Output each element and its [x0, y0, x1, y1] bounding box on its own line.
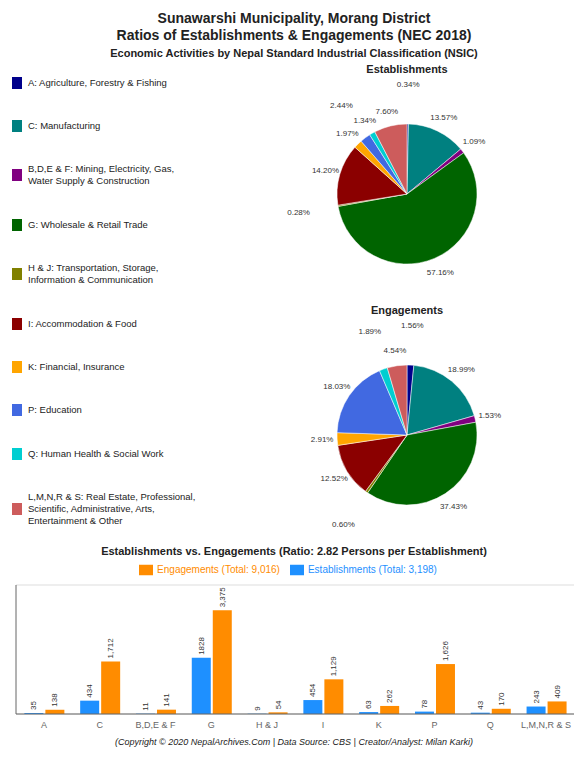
html-text:(Copyright © 2020 NepalArchive: (Copyright © 2020 NepalArchives.Com | Da… [115, 737, 473, 747]
html-text:L,M,N,R & S: Real Estate, Prof: L,M,N,R & S: Real Estate, Professional, [28, 491, 196, 503]
html-text:Scientific, Administrative, Ar: Scientific, Administrative, Arts, [28, 503, 155, 515]
svg-text:I: I [322, 720, 325, 730]
html-text:Entertainment & Other: Entertainment & Other [28, 515, 123, 527]
svg-text:1828: 1828 [197, 637, 206, 655]
svg-text:35: 35 [29, 700, 38, 709]
svg-text:2.91%: 2.91% [311, 435, 334, 444]
svg-text:262: 262 [385, 689, 394, 703]
html-text:I: Accommodation & Food: I: Accommodation & Food [28, 317, 137, 329]
html-text:Information & Communication: Information & Communication [28, 274, 154, 286]
svg-text:37.43%: 37.43% [440, 502, 467, 511]
svg-text:K: K [376, 720, 382, 730]
svg-text:170: 170 [497, 692, 506, 706]
svg-text:9: 9 [253, 706, 262, 711]
svg-text:409: 409 [553, 685, 562, 699]
svg-text:1.97%: 1.97% [336, 129, 359, 138]
html-text:Water Supply & Construction: Water Supply & Construction [28, 175, 150, 187]
svg-text:L,M,N,R & S: L,M,N,R & S [521, 720, 571, 730]
svg-text:14.20%: 14.20% [312, 166, 339, 175]
html-text:Engagements: Engagements [370, 304, 444, 316]
svg-text:H & J: H & J [256, 720, 278, 730]
html-text:Sunawarshi Municipality, Moran: Sunawarshi Municipality, Morang District [157, 10, 431, 26]
svg-text:1,129: 1,129 [329, 656, 338, 677]
html-text:H & J: Transportation, Storage: H & J: Transportation, Storage, [28, 262, 159, 274]
svg-text:0.34%: 0.34% [397, 80, 420, 89]
html-text:Ratios of Establishments & Eng: Ratios of Establishments & Engagements (… [116, 27, 472, 43]
html-text:P: Education: P: Education [28, 404, 82, 416]
html-text:Economic Activities by Nepal S: Economic Activities by Nepal Standard In… [110, 47, 478, 59]
html-text:A: Agriculture, Forestry & Fis: A: Agriculture, Forestry & Fishing [28, 76, 167, 88]
html-text:Engagements (Total: 9,016): Engagements (Total: 9,016) [157, 563, 280, 575]
svg-text:138: 138 [50, 693, 59, 707]
svg-text:18.03%: 18.03% [323, 382, 350, 391]
svg-text:1.89%: 1.89% [358, 327, 381, 336]
svg-text:3,375: 3,375 [218, 587, 227, 608]
svg-text:B,D,E & F: B,D,E & F [135, 720, 176, 730]
svg-text:434: 434 [85, 684, 94, 698]
html-text:K: Financial, Insurance: K: Financial, Insurance [28, 361, 125, 372]
svg-text:454: 454 [308, 683, 317, 697]
html-text:C: Manufacturing: C: Manufacturing [28, 120, 101, 132]
svg-text:1,712: 1,712 [106, 638, 115, 659]
svg-text:7.60%: 7.60% [376, 107, 399, 116]
html-text:Establishments: Establishments [366, 63, 448, 75]
svg-text:12.52%: 12.52% [321, 474, 348, 483]
svg-text:63: 63 [364, 700, 373, 709]
svg-text:Q: Q [487, 720, 494, 730]
svg-text:P: P [431, 720, 437, 730]
html-text:Establishments (Total: 3,198): Establishments (Total: 3,198) [308, 563, 437, 575]
html-text:Q: Human Health & Social Work: Q: Human Health & Social Work [28, 447, 164, 459]
svg-text:1,626: 1,626 [441, 640, 450, 661]
svg-text:18.99%: 18.99% [448, 365, 475, 374]
svg-text:2.44%: 2.44% [330, 101, 353, 110]
svg-text:1.09%: 1.09% [463, 137, 486, 146]
svg-text:G: G [208, 720, 215, 730]
svg-text:C: C [96, 720, 103, 730]
html-text:Establishments vs. Engagements: Establishments vs. Engagements (Ratio: 2… [101, 545, 487, 557]
svg-text:13.57%: 13.57% [430, 113, 457, 122]
svg-text:1.34%: 1.34% [353, 116, 376, 125]
svg-text:141: 141 [162, 693, 171, 707]
svg-text:1.56%: 1.56% [401, 321, 424, 330]
svg-text:78: 78 [420, 699, 429, 708]
svg-text:243: 243 [532, 690, 541, 704]
svg-text:57.16%: 57.16% [427, 268, 454, 277]
svg-text:0.28%: 0.28% [287, 208, 310, 217]
svg-text:A: A [41, 720, 47, 730]
svg-text:4.54%: 4.54% [384, 346, 407, 355]
svg-text:11: 11 [141, 702, 150, 711]
svg-text:43: 43 [476, 700, 485, 709]
svg-text:0.60%: 0.60% [332, 520, 355, 529]
svg-text:1.53%: 1.53% [478, 411, 501, 420]
html-text:G: Wholesale & Retail Trade: G: Wholesale & Retail Trade [28, 218, 148, 230]
svg-text:54: 54 [274, 700, 283, 709]
html-text:B,D,E & F: Mining, Electricity: B,D,E & F: Mining, Electricity, Gas, [28, 163, 175, 175]
